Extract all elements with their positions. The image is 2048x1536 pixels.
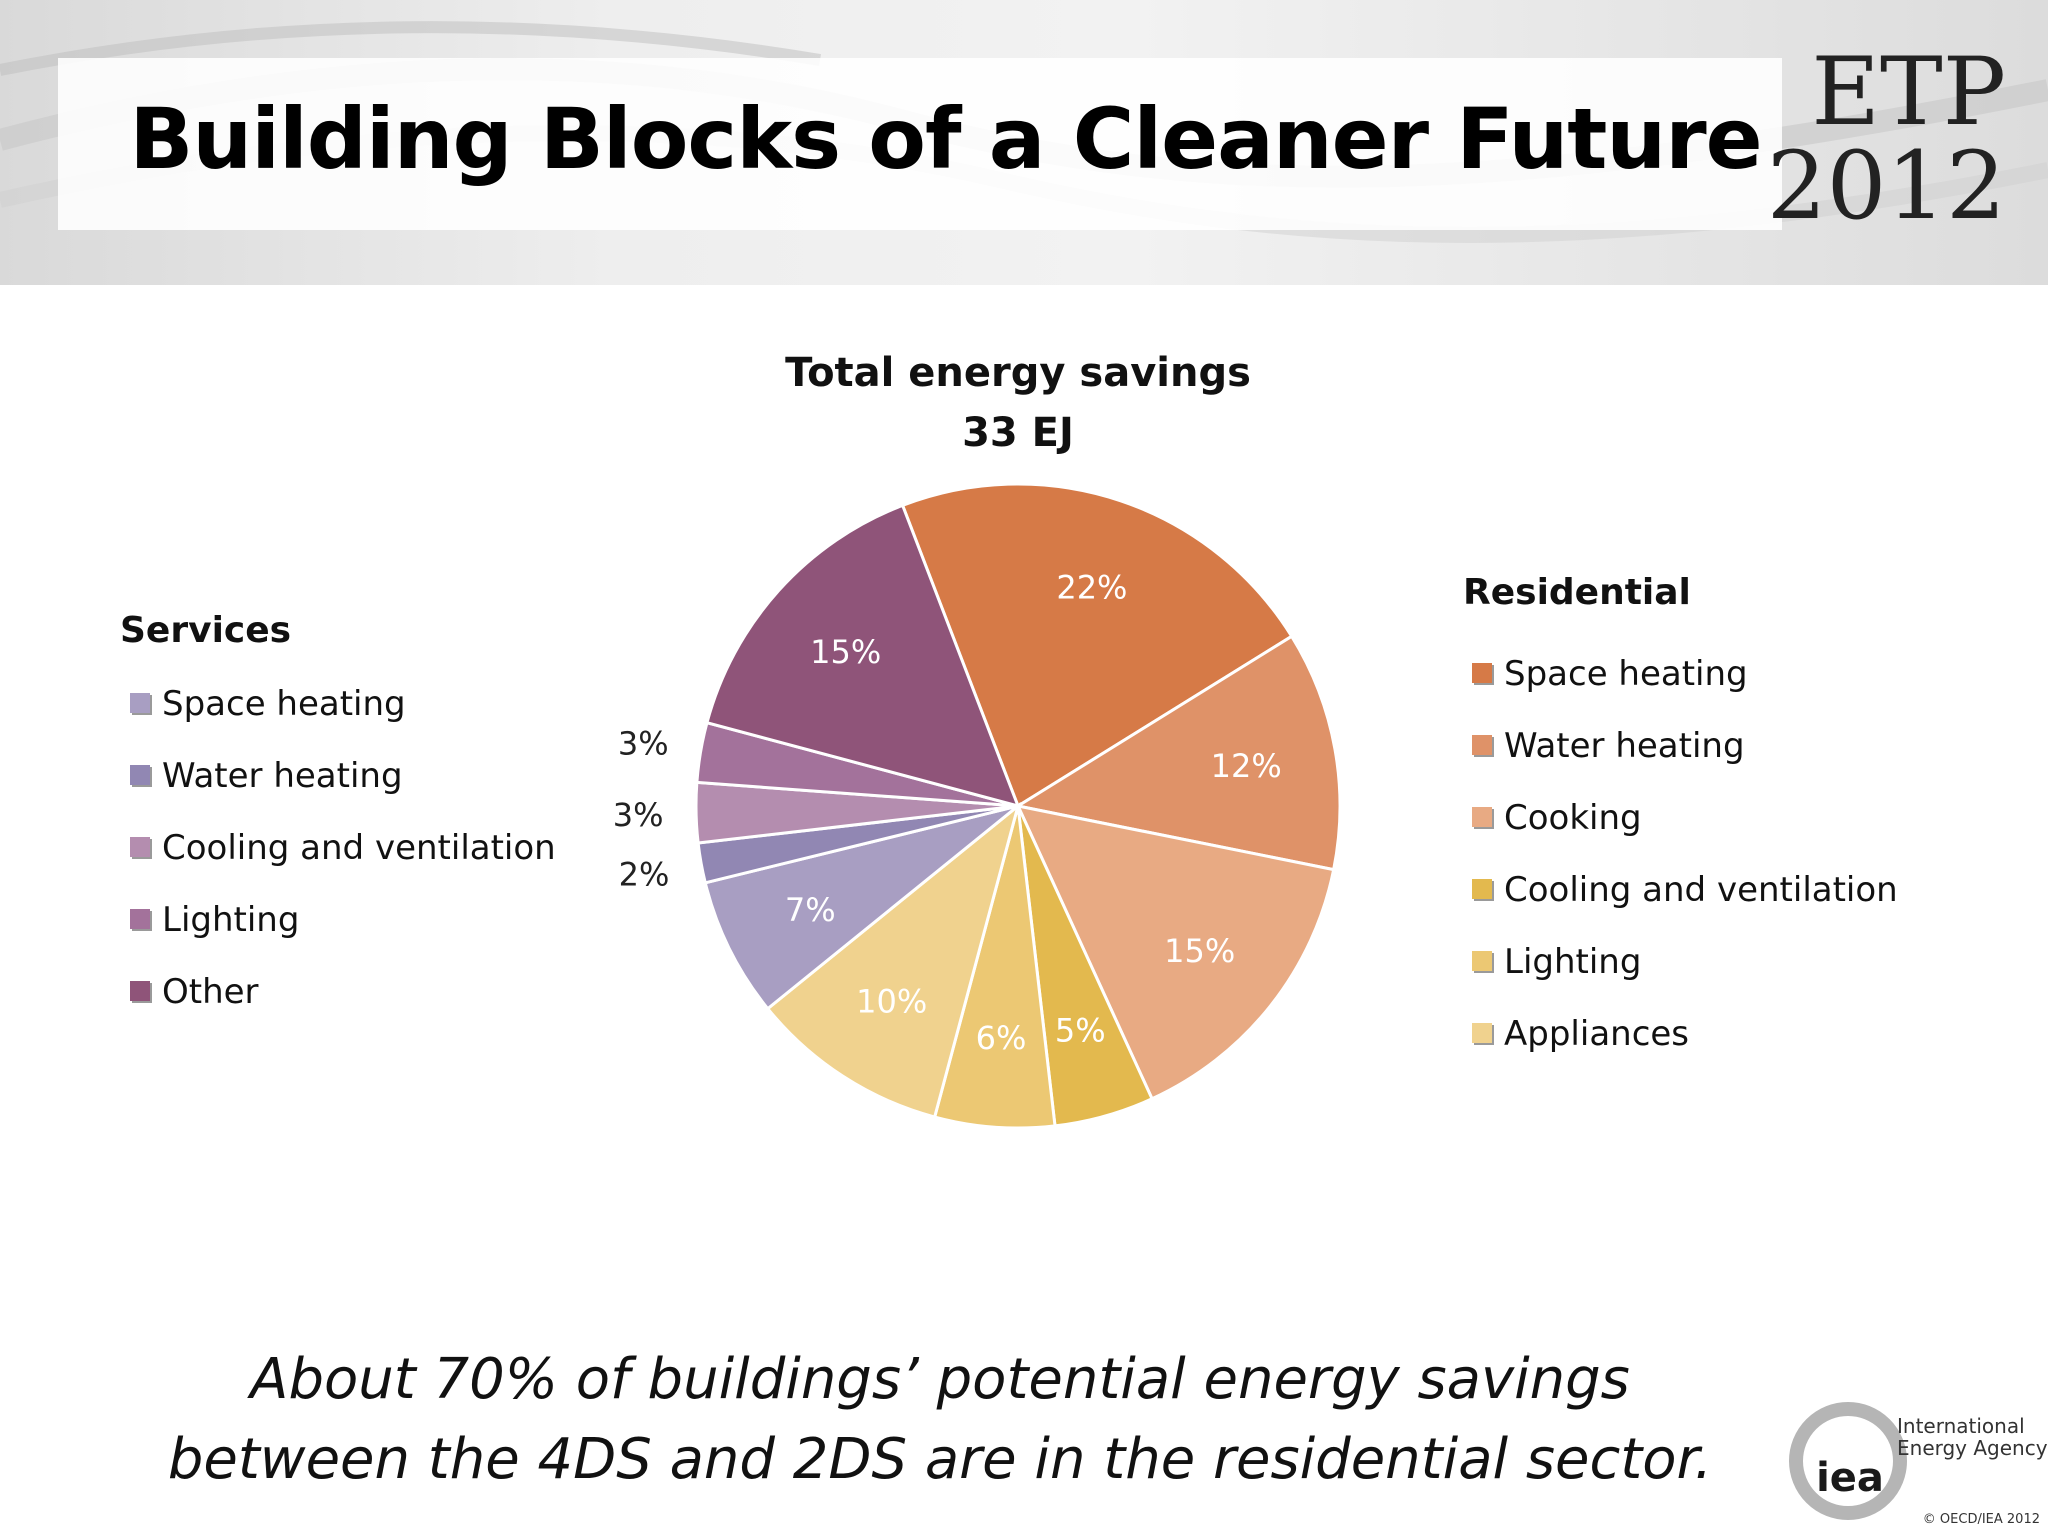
legend-label: Space heating: [162, 684, 406, 724]
pie-slice-label: 2%: [619, 855, 670, 893]
slide-title: Building Blocks of a Cleaner Future: [129, 90, 1762, 188]
legend-services-cooling-ventilation: Cooling and ventilation: [130, 828, 556, 868]
pie-slices: [694, 482, 1342, 1130]
iea-logo-text: International Energy Agency: [1897, 1415, 2048, 1459]
legend-swatch: [130, 836, 150, 857]
legend-residential-space-heating: Space heating: [1472, 654, 1748, 694]
pie-slice-label: 6%: [976, 1019, 1027, 1057]
pie-slice-residential-appliances: [765, 801, 1021, 1119]
pie-slice-label: 7%: [785, 891, 836, 929]
etp-badge-line2: 2012: [1766, 132, 2006, 241]
iea-logo-mark: iea: [1816, 1455, 1884, 1501]
pie-slice-services-other: [705, 503, 1021, 809]
pie-slice-labels: 22% 12% 15% 5% 6% 10% 7% 2% 3% 3% 15%: [613, 568, 1282, 1057]
legend-label: Appliances: [1504, 1014, 1690, 1054]
legend-swatch: [1472, 878, 1492, 899]
legend-services-lighting: Lighting: [130, 900, 299, 940]
pie-slice-label: 15%: [810, 633, 881, 671]
iea-logo-line1: International: [1897, 1414, 2025, 1438]
copyright: © OECD/IEA 2012: [1922, 1512, 2040, 1527]
legend-label: Lighting: [1504, 942, 1642, 982]
legend-residential-water-heating: Water heating: [1472, 726, 1745, 766]
slide-footnote-line1: About 70% of buildings’ potential energy…: [250, 1347, 1630, 1412]
chart-title: Total energy savings: [785, 350, 1251, 396]
legend-residential-heading: Residential: [1463, 572, 1691, 613]
etp-badge: ETP 2012: [1767, 46, 2006, 234]
legend-residential-appliances: Appliances: [1472, 1014, 1689, 1054]
legend-label: Water heating: [1504, 726, 1745, 766]
legend-swatch: [1472, 734, 1492, 755]
pie-slice-label: 12%: [1211, 747, 1282, 785]
slide-footnote: About 70% of buildings’ potential energy…: [120, 1340, 1760, 1500]
pie-slice-label: 3%: [613, 796, 664, 834]
title-box: [58, 58, 1782, 230]
legend-label: Space heating: [1504, 654, 1748, 694]
pie-slice-label: 10%: [856, 982, 927, 1020]
pie-slice-label: 3%: [618, 725, 669, 763]
legend-swatch: [1472, 1022, 1492, 1043]
legend-swatch: [1472, 806, 1492, 827]
legend-swatch: [130, 908, 150, 929]
iea-logo-line2: Energy Agency: [1897, 1436, 2048, 1460]
pie-slice-residential-cooking: [1015, 803, 1336, 1101]
legend-label: Cooling and ventilation: [162, 828, 556, 868]
pie-slice-label: 5%: [1055, 1011, 1106, 1049]
legend-label: Cooking: [1504, 798, 1642, 838]
pie-slice-label: 22%: [1056, 568, 1127, 606]
iea-logo-ring: [1789, 1402, 1907, 1520]
legend-residential-cooking: Cooking: [1472, 798, 1642, 838]
legend-label: Other: [162, 972, 259, 1012]
etp-badge-line1: ETP: [1811, 38, 2006, 147]
legend-label: Water heating: [162, 756, 403, 796]
legend-services-space-heating: Space heating: [130, 684, 406, 724]
chart-subtitle: 33 EJ: [962, 410, 1074, 456]
legend-swatch: [1472, 662, 1492, 683]
legend-residential-cooling-ventilation: Cooling and ventilation: [1472, 870, 1898, 910]
legend-label: Lighting: [162, 900, 300, 940]
legend-swatch: [130, 692, 150, 713]
legend-label: Cooling and ventilation: [1504, 870, 1898, 910]
pie-slice-residential-lighting: [932, 805, 1057, 1130]
legend-swatch: [130, 764, 150, 785]
legend-swatch: [130, 980, 150, 1001]
slide-footnote-line2: between the 4DS and 2DS are in the resid…: [167, 1427, 1713, 1492]
legend-services-heading: Services: [120, 610, 292, 651]
pie-slice-services-space-heating: [703, 804, 1019, 1011]
pie-slice-label: 15%: [1164, 932, 1235, 970]
iea-logo: iea: [1789, 1402, 1907, 1520]
legend-services-water-heating: Water heating: [130, 756, 403, 796]
legend-residential-lighting: Lighting: [1472, 942, 1641, 982]
pie-slice-residential-water-heating: [1013, 634, 1342, 872]
legend-services-other: Other: [130, 972, 259, 1012]
pie-slice-residential-space-heating: [900, 482, 1294, 809]
legend-swatch: [1472, 950, 1492, 971]
